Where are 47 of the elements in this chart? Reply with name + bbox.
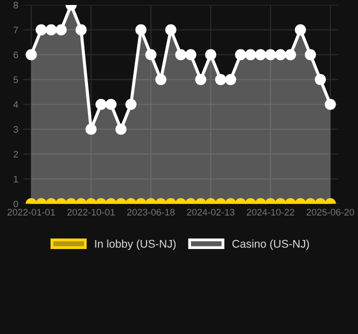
point (165, 24, 176, 36)
y-tick-label: 8 (14, 2, 18, 9)
point (46, 24, 57, 36)
point (254, 49, 266, 60)
point (145, 49, 156, 60)
point (135, 24, 146, 36)
point (205, 49, 216, 60)
point (155, 74, 166, 86)
x-tick-label: 2024-02-13 (187, 208, 234, 216)
point (76, 24, 87, 36)
point (264, 49, 276, 60)
x-tick-label: 2023-06-18 (127, 208, 175, 216)
point (314, 74, 326, 86)
point (175, 49, 186, 60)
point (215, 74, 226, 86)
point (56, 24, 67, 36)
x-tick-label: 2022-10-01 (67, 208, 115, 216)
point (284, 49, 296, 60)
point (225, 74, 236, 86)
y-tick-label: 0 (14, 200, 18, 208)
point (86, 124, 97, 135)
point (304, 49, 316, 60)
point (245, 49, 256, 60)
point (324, 98, 336, 110)
point (185, 49, 196, 60)
y-tick-label: 2 (14, 150, 18, 158)
point (294, 24, 306, 36)
legend-label: Casino (US-NJ) (232, 240, 309, 250)
y-tick-label: 1 (14, 176, 18, 182)
point (115, 124, 127, 135)
point (274, 49, 286, 60)
y-tick-label: 3 (14, 126, 18, 133)
point (105, 98, 117, 110)
x-tick-label: 2024-10-22 (246, 208, 294, 216)
point (26, 49, 37, 60)
point (95, 98, 107, 110)
point (235, 49, 246, 60)
x-tick-label: 2025-06-20 (306, 208, 354, 216)
y-tick-label: 6 (14, 52, 18, 58)
x-tick-label: 2022-01-01 (8, 208, 55, 216)
y-tick-label: 7 (14, 26, 18, 34)
y-tick-label: 5 (14, 76, 18, 84)
legend-label: In lobby (US-NJ) (95, 240, 176, 250)
point (36, 24, 47, 36)
point (125, 98, 136, 110)
point (195, 74, 206, 86)
y-tick-label: 4 (13, 101, 18, 108)
